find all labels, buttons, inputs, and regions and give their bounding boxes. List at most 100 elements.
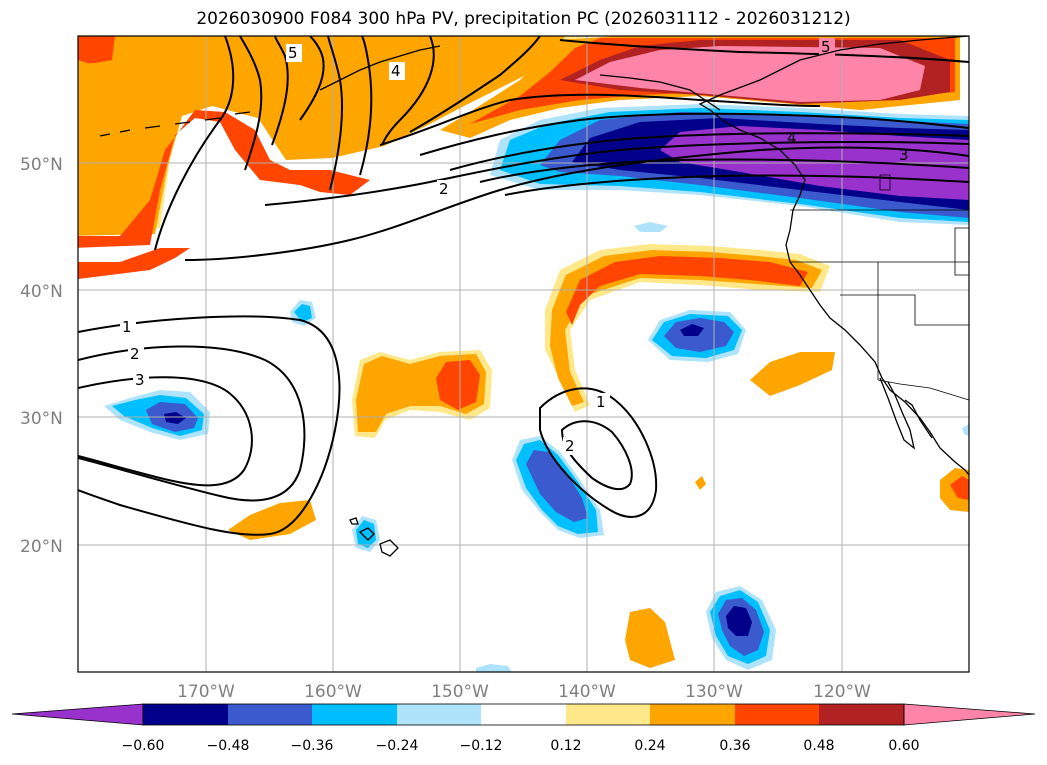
contour-label-h: 2 — [130, 345, 140, 363]
coast-baja — [879, 377, 916, 450]
border-us-mexico — [877, 379, 969, 401]
shade-south-navy — [726, 606, 752, 636]
shade-west-navy — [164, 412, 186, 424]
coast-hawaii-2 — [379, 539, 399, 557]
colorbar-swatch-3 — [312, 704, 397, 725]
contour-pv-north-16 — [504, 174, 969, 196]
contour-pv-north-11 — [409, 36, 541, 133]
colorbar-tick-9: 0.48 — [803, 738, 834, 754]
border-state-4 — [879, 174, 891, 191]
contour-pv-center-2 — [560, 420, 633, 491]
colorbar: −0.60 −0.48 −0.36 −0.24 −0.12 0.12 0.24 … — [11, 703, 1036, 754]
shade-baja-orange — [750, 352, 835, 396]
shade-center-royalblue — [526, 450, 588, 522]
contour-pv-west-2 — [78, 345, 306, 502]
shade-east-navy — [680, 324, 704, 336]
colorbar-tick-10: 0.60 — [888, 738, 919, 754]
shade-small-skyblue-2 — [356, 520, 376, 548]
lat-label-40: 40°N — [20, 282, 63, 302]
contour-pv-center-1 — [539, 387, 658, 518]
contour-pv-north-15 — [479, 158, 969, 183]
contour-pv-north-3 — [239, 36, 263, 171]
lat-label-50: 50°N — [20, 155, 63, 175]
contour-label-b: 4 — [391, 62, 401, 80]
colorbar-swatch-6 — [566, 704, 650, 725]
contour-pv-north-4 — [271, 36, 289, 146]
shade-horseshoe-orange — [550, 250, 822, 406]
shade-mid-red — [436, 360, 480, 410]
shade-horseshoe-red — [566, 256, 808, 325]
colorbar-tick-8: 0.36 — [719, 738, 750, 754]
shade-nw-corner-orange — [78, 36, 200, 118]
contour-label-a: 5 — [288, 44, 298, 62]
shade-sw-orange — [228, 500, 316, 540]
contour-pv-north-7 — [327, 36, 343, 191]
colorbar-swatch-9 — [819, 704, 904, 725]
shade-mexico-red — [950, 476, 969, 500]
map-title: 2026030900 F084 300 hPa PV, precipitatio… — [196, 9, 851, 29]
lon-label-130: 130°W — [685, 682, 743, 702]
contour-label-d: 5 — [821, 38, 831, 56]
colorbar-swatch-7 — [650, 704, 735, 725]
contour-pv-north-8 — [359, 36, 373, 176]
colorbar-tick-4: −0.24 — [376, 738, 419, 754]
colorbar-tick-1: −0.60 — [122, 738, 165, 754]
shade-south-orange — [625, 608, 675, 668]
contour-pv-north-6 — [264, 141, 969, 206]
map-frame — [77, 35, 970, 673]
contour-pv-west-3 — [78, 376, 253, 487]
shade-nw-band-red — [78, 110, 370, 248]
border-state-5 — [954, 227, 969, 276]
colorbar-tick-3: −0.36 — [291, 738, 334, 754]
border-state-2 — [840, 294, 969, 326]
colorbar-swatch-2 — [228, 704, 312, 725]
colorbar-extend-right — [903, 703, 1036, 726]
lon-label-170: 170°W — [177, 682, 235, 702]
contour-label-group: 5 4 2 5 4 3 1 2 3 1 2 — [120, 38, 909, 455]
coast-north-america — [698, 36, 969, 476]
lat-label-20: 20°N — [20, 537, 63, 557]
shade-small-lightblue-4 — [476, 664, 512, 672]
lon-label-120: 120°W — [813, 682, 871, 702]
lat-label-30: 30°N — [20, 409, 63, 429]
shade-small-skyblue-1 — [294, 304, 312, 322]
colorbar-swatch-5 — [481, 704, 566, 725]
colorbar-tick-6: 0.12 — [550, 738, 581, 754]
colorbar-tick-2: −0.48 — [207, 738, 250, 754]
contour-pv-west-1 — [78, 315, 341, 536]
contour-pv-north-10 — [381, 36, 435, 146]
shade-nw-band-orange — [78, 36, 566, 236]
contour-pv-north-9 — [379, 93, 821, 146]
colorbar-extend-left — [11, 703, 144, 726]
colorbar-swatch-8 — [735, 704, 819, 725]
contour-label-i: 3 — [135, 371, 145, 389]
colorbar-swatch-4 — [397, 704, 481, 725]
shade-small-lightblue-3 — [634, 222, 668, 232]
coastlines — [99, 36, 969, 557]
contour-pv-north-14 — [449, 132, 969, 171]
contour-label-j: 1 — [596, 393, 606, 411]
shade-ne-pink — [575, 46, 925, 102]
lon-label-140: 140°W — [558, 682, 616, 702]
contour-label-g: 1 — [122, 318, 132, 336]
contour-label-c: 2 — [439, 180, 449, 198]
coast-hawaii-1 — [358, 527, 375, 541]
lon-label-160: 160°W — [304, 682, 362, 702]
coast-aleutians — [99, 111, 251, 137]
contour-pv-north-12 — [559, 39, 969, 63]
colorbar-outline — [142, 703, 905, 726]
pv-contours — [78, 36, 969, 536]
contour-label-f: 3 — [899, 146, 909, 164]
contour-pv-north-1 — [154, 36, 235, 251]
contour-pv-north-13 — [419, 112, 969, 156]
shade-nw-corner-red — [78, 36, 115, 64]
coast-hawaii-3 — [349, 517, 359, 525]
shade-small-lightblue-5 — [962, 424, 969, 436]
coast-alaska-islands — [599, 74, 721, 111]
coast-alaska-north — [319, 45, 441, 91]
shade-nw-band-red-2 — [78, 248, 190, 279]
contour-pv-north-2 — [184, 146, 969, 261]
shade-east-royalblue — [664, 318, 734, 352]
contour-label-e: 4 — [787, 129, 797, 147]
